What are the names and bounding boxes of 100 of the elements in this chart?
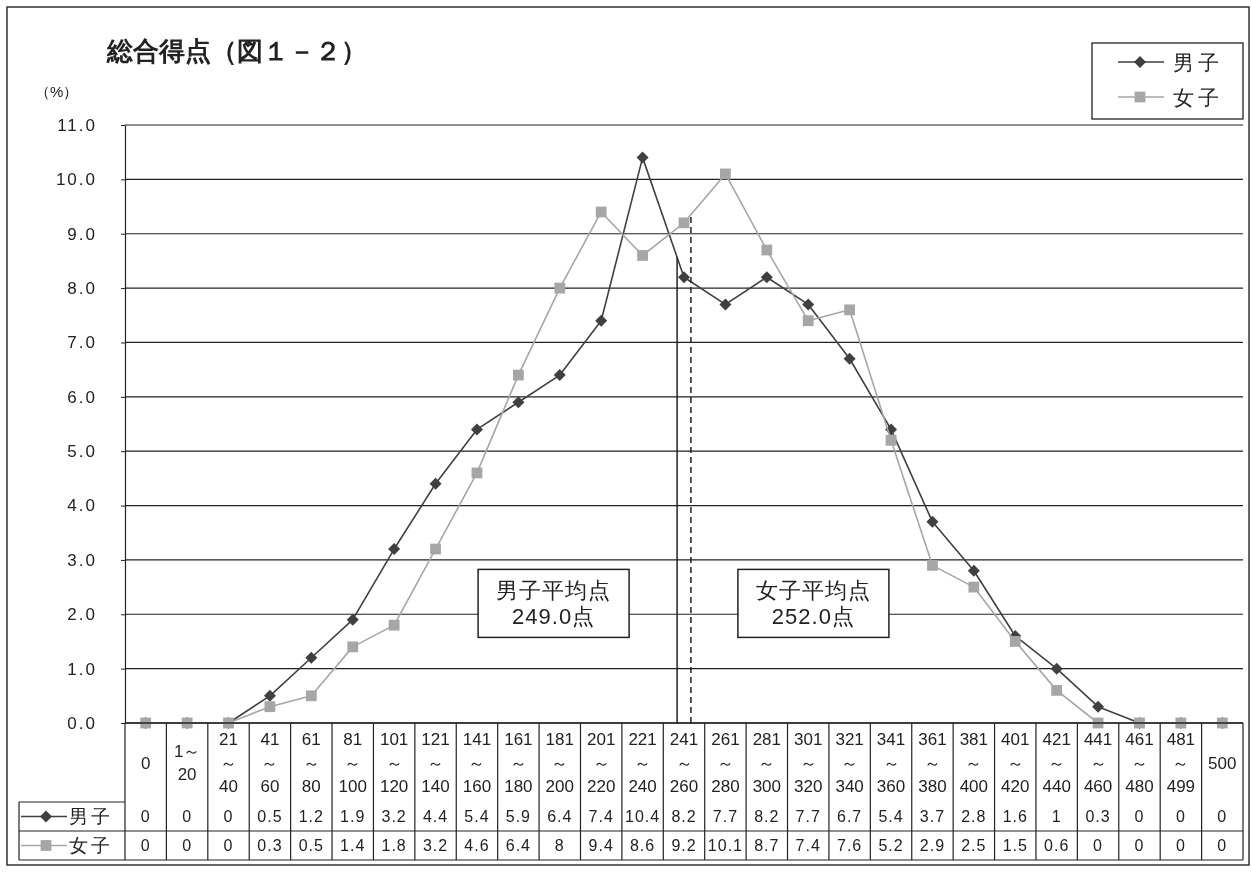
data-label: 2.8	[961, 808, 987, 826]
y-tick-label: 1.0	[67, 659, 97, 679]
data-label: 0.6	[1044, 837, 1070, 855]
data-label: 6.4	[505, 837, 531, 855]
data-label: 0	[1217, 837, 1228, 855]
ref-line-label: 女子平均点 252.0点	[755, 578, 871, 630]
x-tick-label: 441～460	[1083, 730, 1113, 797]
x-tick-label: 301～320	[794, 730, 823, 797]
x-tick-label: 41～60	[260, 730, 280, 797]
data-label: 7.6	[837, 837, 863, 855]
data-label: 1.5	[1002, 837, 1028, 855]
x-tick-label: 401～420	[1001, 730, 1030, 797]
data-label: 7.4	[588, 808, 614, 826]
data-label: 0	[223, 837, 234, 855]
data-label: 0	[1175, 808, 1186, 826]
x-tick-label: 141～160	[462, 730, 492, 797]
data-label: 8.2	[671, 808, 697, 826]
x-tick-label: 261～280	[711, 730, 740, 797]
chart-title: 総合得点（図１－２）	[106, 36, 367, 66]
data-label: 0.5	[257, 808, 283, 826]
data-label: 1.9	[340, 808, 366, 826]
data-label: 0	[182, 808, 193, 826]
data-label: 0	[140, 808, 151, 826]
x-tick-label: 341～360	[876, 730, 906, 797]
x-tick-label: 421～440	[1042, 730, 1071, 797]
data-label: 0.3	[257, 837, 283, 855]
x-tick-label: 281～300	[752, 730, 781, 797]
legend-label: 男子	[1173, 50, 1223, 74]
data-label: 9.2	[671, 837, 697, 855]
data-label: 10.4	[625, 808, 661, 826]
data-label: 6.7	[837, 808, 863, 826]
y-axis-title: （%）	[35, 83, 79, 100]
data-label: 8.6	[629, 837, 656, 855]
data-label: 6.4	[547, 808, 573, 826]
data-label: 0.3	[1085, 808, 1111, 826]
x-tick-label: 381～400	[959, 730, 989, 797]
x-tick-label: 81～100	[338, 730, 367, 797]
x-tick-label: 21～40	[219, 730, 238, 797]
data-label: 3.7	[919, 808, 946, 826]
data-label: 8	[554, 837, 565, 855]
data-label: 7.7	[795, 808, 821, 826]
x-tick-label: 481～499	[1166, 730, 1196, 797]
data-label: 0	[1217, 808, 1228, 826]
data-label: 1.4	[340, 837, 366, 855]
data-label: 3.2	[422, 837, 449, 855]
y-tick-label: 8.0	[67, 279, 97, 299]
data-label: 8.2	[754, 808, 780, 826]
data-label: 10.1	[707, 837, 743, 855]
data-label: 2.5	[961, 837, 987, 855]
data-label: 7.7	[712, 808, 739, 826]
x-tick-label: 461～480	[1125, 730, 1154, 797]
data-label: 2.9	[919, 837, 946, 855]
y-tick-label: 10.0	[55, 170, 97, 190]
data-label: 0	[182, 837, 193, 855]
y-tick-label: 6.0	[67, 387, 97, 407]
x-tick-label: 241～260	[669, 730, 699, 797]
data-label: 0	[140, 837, 151, 855]
data-label: 7.4	[795, 837, 821, 855]
y-tick-label: 2.0	[67, 605, 97, 625]
data-label: 5.4	[464, 808, 490, 826]
x-tick-label: 181～200	[545, 730, 574, 797]
x-tick-label: 221～240	[628, 730, 657, 797]
x-tick-label: 201～220	[587, 730, 616, 797]
x-tick-label: 361～380	[918, 730, 947, 797]
data-label: 1.2	[298, 808, 324, 826]
x-tick-label: 121～140	[421, 730, 450, 797]
y-tick-label: 3.0	[67, 550, 97, 570]
x-tick-label: 500	[1208, 753, 1237, 773]
x-tick-label: 321～340	[835, 730, 864, 797]
x-tick-label: 101～120	[379, 730, 409, 797]
data-label: 0	[223, 808, 234, 826]
y-tick-label: 7.0	[67, 333, 97, 353]
data-label: 4.6	[464, 837, 490, 855]
text: 女子	[69, 835, 113, 857]
data-label: 1	[1051, 808, 1062, 826]
data-label: 0	[1134, 808, 1145, 826]
data-label: 1.6	[1002, 808, 1028, 826]
data-label: 5.9	[505, 808, 531, 826]
data-label: 5.2	[878, 837, 904, 855]
text: 男子	[69, 806, 113, 828]
data-label: 8.7	[754, 837, 780, 855]
data-label: 4.4	[422, 808, 449, 826]
y-tick-label: 4.0	[67, 496, 97, 516]
legend-label: 女子	[1173, 85, 1223, 109]
data-label: 5.4	[878, 808, 904, 826]
y-tick-label: 0.0	[67, 713, 97, 733]
y-tick-label: 9.0	[67, 224, 97, 244]
data-label: 1.8	[381, 837, 407, 855]
data-label: 0.5	[298, 837, 324, 855]
y-tick-label: 5.0	[67, 442, 97, 462]
y-tick-label: 11.0	[57, 115, 97, 135]
x-tick-label: 0	[140, 753, 151, 773]
ref-line-label: 男子平均点 249.0点	[496, 578, 612, 630]
x-tick-label: 1～20	[173, 741, 201, 785]
data-label: 0	[1134, 837, 1145, 855]
data-label: 3.2	[381, 808, 407, 826]
data-label: 0	[1175, 837, 1186, 855]
x-tick-label: 61～80	[301, 730, 321, 797]
x-tick-label: 161～180	[504, 730, 533, 797]
data-label: 9.4	[588, 837, 614, 855]
